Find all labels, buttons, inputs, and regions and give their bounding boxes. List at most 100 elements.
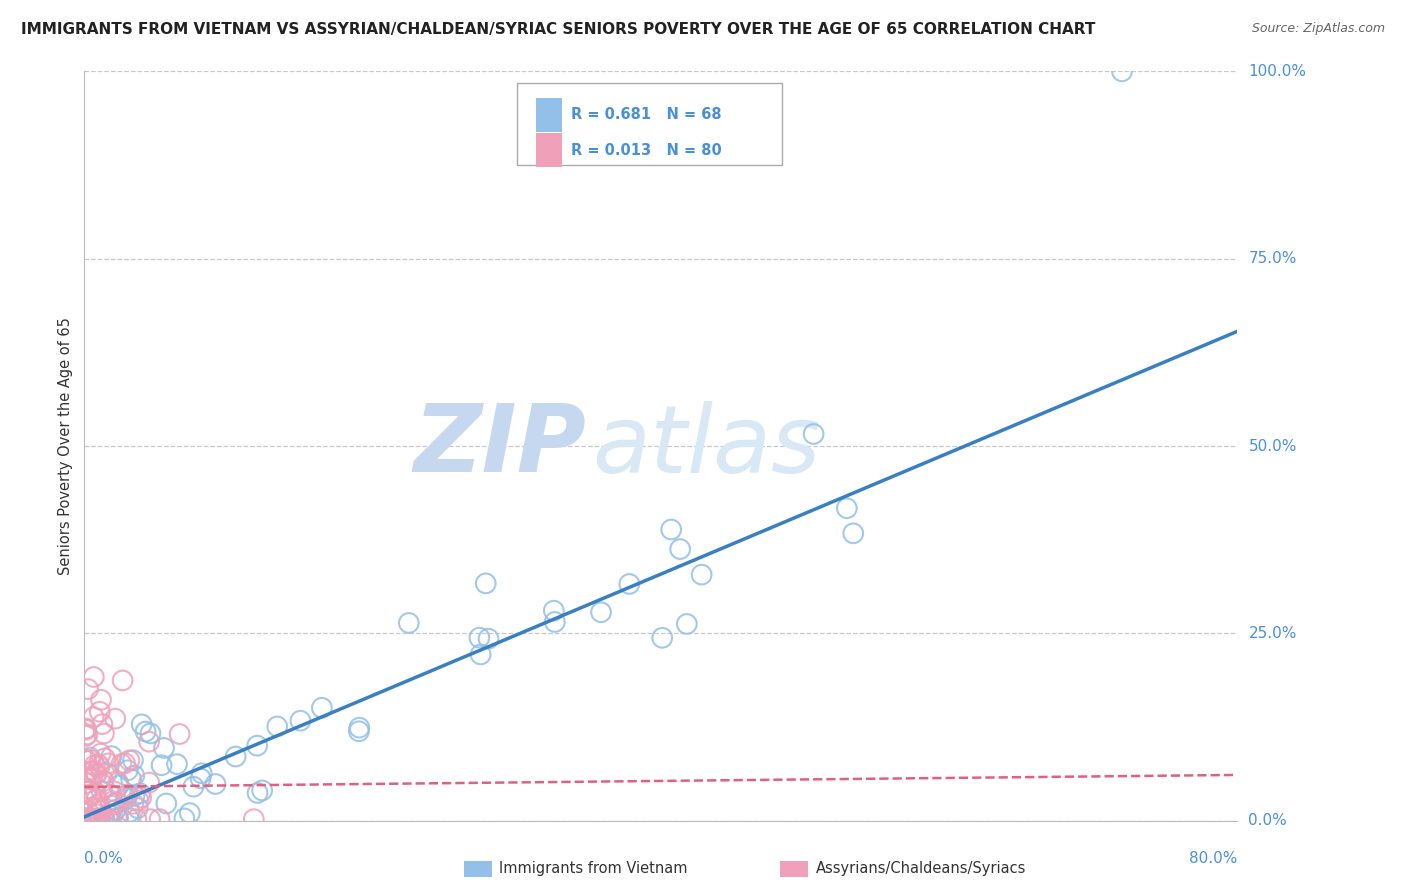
Point bbox=[690, 567, 713, 582]
Point bbox=[97, 811, 120, 825]
Text: 80.0%: 80.0% bbox=[1189, 851, 1237, 866]
Point bbox=[104, 803, 127, 817]
Point bbox=[83, 764, 105, 778]
Point bbox=[100, 788, 122, 802]
Point bbox=[110, 756, 132, 771]
Point bbox=[204, 777, 226, 791]
Point bbox=[80, 812, 103, 826]
Point bbox=[76, 811, 98, 825]
Point bbox=[83, 670, 105, 684]
Point bbox=[117, 788, 139, 802]
Point bbox=[96, 766, 118, 780]
Point bbox=[803, 427, 825, 442]
Point bbox=[83, 710, 105, 724]
Point bbox=[651, 631, 673, 645]
Point bbox=[149, 812, 172, 826]
Point bbox=[93, 812, 115, 826]
Point bbox=[76, 791, 98, 805]
Point bbox=[75, 753, 97, 767]
Point bbox=[118, 753, 141, 767]
Text: 0.0%: 0.0% bbox=[84, 851, 124, 866]
Point bbox=[97, 807, 120, 822]
Point bbox=[75, 723, 97, 737]
FancyBboxPatch shape bbox=[517, 83, 782, 165]
Point bbox=[139, 812, 162, 826]
Point bbox=[89, 705, 111, 719]
Point bbox=[89, 812, 111, 826]
Point bbox=[842, 526, 865, 541]
Point bbox=[246, 786, 269, 800]
Point bbox=[83, 811, 105, 825]
Point bbox=[75, 812, 97, 826]
Point bbox=[115, 791, 138, 805]
Point bbox=[82, 812, 104, 826]
Point bbox=[75, 754, 97, 768]
Point bbox=[76, 781, 98, 796]
Point bbox=[118, 805, 141, 819]
Point bbox=[619, 577, 641, 591]
Point bbox=[94, 751, 117, 765]
Point bbox=[79, 772, 101, 787]
Point bbox=[169, 727, 191, 741]
Point bbox=[91, 717, 114, 731]
Point bbox=[125, 812, 148, 826]
Bar bbox=[536, 133, 561, 167]
Point bbox=[135, 724, 157, 739]
Point bbox=[84, 767, 107, 781]
Text: 0.0%: 0.0% bbox=[1249, 814, 1286, 828]
Point bbox=[131, 717, 153, 731]
Point bbox=[90, 693, 112, 707]
Point bbox=[75, 722, 97, 736]
Point bbox=[80, 812, 103, 826]
Point bbox=[129, 786, 152, 800]
Point bbox=[76, 812, 98, 826]
Point bbox=[124, 769, 146, 783]
Point bbox=[86, 767, 108, 781]
Point bbox=[183, 780, 205, 794]
Point bbox=[155, 797, 177, 811]
Text: ZIP: ZIP bbox=[413, 400, 586, 492]
Point bbox=[103, 784, 125, 798]
Point bbox=[91, 778, 114, 792]
Y-axis label: Seniors Poverty Over the Age of 65: Seniors Poverty Over the Age of 65 bbox=[58, 317, 73, 575]
Point bbox=[76, 727, 98, 741]
Point bbox=[75, 729, 97, 743]
Text: R = 0.681   N = 68: R = 0.681 N = 68 bbox=[571, 107, 721, 122]
Point bbox=[190, 766, 212, 780]
Point bbox=[87, 757, 110, 772]
Text: 100.0%: 100.0% bbox=[1249, 64, 1306, 78]
Point bbox=[138, 734, 160, 748]
Text: IMMIGRANTS FROM VIETNAM VS ASSYRIAN/CHALDEAN/SYRIAC SENIORS POVERTY OVER THE AGE: IMMIGRANTS FROM VIETNAM VS ASSYRIAN/CHAL… bbox=[21, 22, 1095, 37]
Point bbox=[835, 501, 858, 516]
Point bbox=[98, 812, 121, 826]
Point bbox=[1111, 64, 1133, 78]
Point bbox=[87, 807, 110, 822]
Point bbox=[90, 811, 112, 825]
Point bbox=[250, 783, 273, 797]
Point bbox=[150, 758, 173, 772]
Point bbox=[117, 764, 139, 778]
Point bbox=[468, 631, 491, 645]
Point bbox=[266, 719, 288, 733]
Point bbox=[103, 797, 125, 811]
Point bbox=[100, 788, 122, 802]
Point bbox=[290, 714, 312, 728]
Point bbox=[77, 682, 100, 697]
Point bbox=[87, 797, 110, 812]
Point bbox=[544, 615, 567, 629]
Point bbox=[122, 753, 145, 767]
Point bbox=[77, 811, 100, 825]
Point bbox=[107, 811, 129, 825]
Point bbox=[90, 747, 112, 761]
Point bbox=[173, 811, 195, 825]
Point bbox=[100, 798, 122, 813]
Text: 25.0%: 25.0% bbox=[1249, 626, 1296, 640]
Point bbox=[87, 812, 110, 826]
Point bbox=[76, 785, 98, 799]
Point bbox=[79, 811, 101, 825]
Point bbox=[138, 775, 160, 789]
Point bbox=[111, 673, 134, 688]
Point bbox=[179, 806, 201, 821]
Point bbox=[101, 808, 124, 822]
Point bbox=[86, 792, 108, 806]
